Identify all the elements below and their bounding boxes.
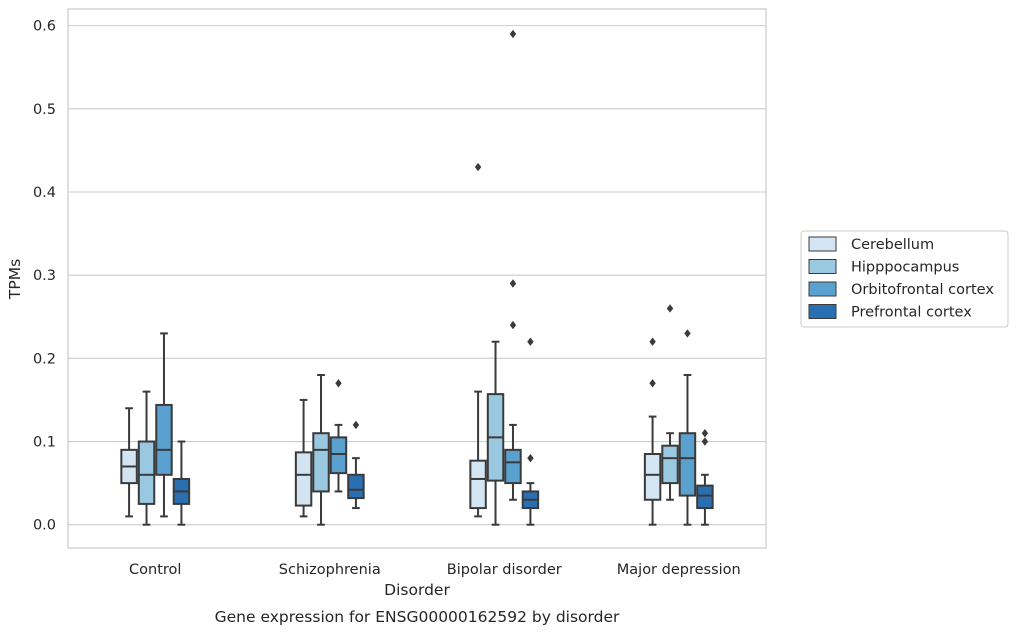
y-axis-title: TPMs: [6, 259, 24, 300]
box-prefrontal-cortex-0: [172, 440, 191, 526]
legend-label: Orbitofrontal cortex: [851, 282, 994, 298]
y-tick-label: 0.0: [33, 518, 56, 534]
box-prefrontal-cortex-1: [347, 420, 365, 510]
box-body: [469, 459, 487, 510]
x-axis-ticks: Control Schizophrenia Bipolar disorder Majo…: [129, 562, 741, 578]
box-cerebellum-2: [469, 162, 487, 518]
x-tick-label: Major depression: [617, 562, 741, 578]
box-body: [696, 484, 714, 510]
box-hipppocampus-0: [137, 390, 156, 526]
legend-swatch: [808, 281, 837, 297]
box-body: [155, 403, 173, 476]
box-body: [678, 432, 697, 497]
box-body: [643, 453, 662, 501]
plot-frame: [67, 8, 767, 549]
legend-label: Hipppocampus: [851, 260, 959, 276]
y-axis-ticks: 0.0 0.1 0.2 0.3 0.4 0.5 0.6: [33, 19, 56, 534]
outlier-point: [509, 279, 517, 288]
legend-label: Cerebellum: [851, 237, 934, 253]
y-tick-label: 0.5: [33, 102, 56, 118]
box-groups: [120, 29, 714, 526]
outlier-point: [474, 162, 482, 172]
x-tick-label: Bipolar disorder: [447, 562, 562, 578]
box-body: [661, 444, 679, 485]
box-cerebellum-0: [120, 407, 138, 518]
y-tick-label: 0.2: [33, 351, 56, 367]
outlier-point: [335, 379, 342, 388]
box-prefrontal-cortex-3: [696, 429, 714, 526]
legend-swatch: [808, 236, 837, 252]
box-cerebellum-3: [643, 337, 662, 526]
outlier-point: [352, 420, 360, 430]
legend-swatch: [808, 304, 837, 319]
outlier-point: [684, 329, 691, 338]
legend-frame: [800, 230, 1009, 328]
outlier-point: [509, 29, 517, 39]
y-tick-label: 0.4: [33, 185, 56, 201]
box-body: [347, 473, 365, 500]
outlier-point: [527, 453, 534, 463]
box-hipppocampus-3: [661, 304, 679, 501]
outlier-point: [527, 337, 534, 346]
legend-label: Prefrontal cortex: [851, 305, 972, 321]
outlier-point: [701, 429, 709, 438]
outlier-point: [649, 337, 656, 346]
box-orbitofrontal-cortex-2: [504, 29, 522, 501]
box-body: [294, 451, 313, 507]
outlier-point: [649, 379, 656, 388]
y-tick-label: 0.1: [33, 435, 56, 451]
legend-swatch: [808, 259, 837, 274]
box-cerebellum-1: [294, 398, 313, 518]
box-orbitofrontal-cortex-0: [155, 332, 173, 518]
legend: Cerebellum Hipppocampus Orbitofrontal cort…: [800, 230, 1009, 328]
box-body: [312, 432, 330, 493]
x-tick-label: Control: [129, 562, 181, 578]
box-body: [504, 448, 522, 485]
box-orbitofrontal-cortex-3: [678, 329, 697, 526]
x-axis-title: Disorder: [384, 581, 450, 599]
outlier-point: [666, 304, 674, 313]
y-tick-label: 0.3: [33, 268, 56, 284]
x-tick-label: Schizophrenia: [279, 562, 381, 578]
box-prefrontal-cortex-2: [521, 337, 540, 526]
box-hipppocampus-2: [486, 340, 505, 526]
outlier-point: [701, 437, 709, 446]
y-tick-label: 0.6: [33, 19, 56, 35]
box-hipppocampus-1: [312, 373, 330, 526]
outlier-point: [509, 320, 517, 330]
chart-caption: Gene expression for ENSG00000162592 by d…: [215, 608, 620, 626]
box-body: [137, 440, 156, 505]
box-body: [329, 436, 348, 475]
box-orbitofrontal-cortex-1: [329, 379, 348, 493]
